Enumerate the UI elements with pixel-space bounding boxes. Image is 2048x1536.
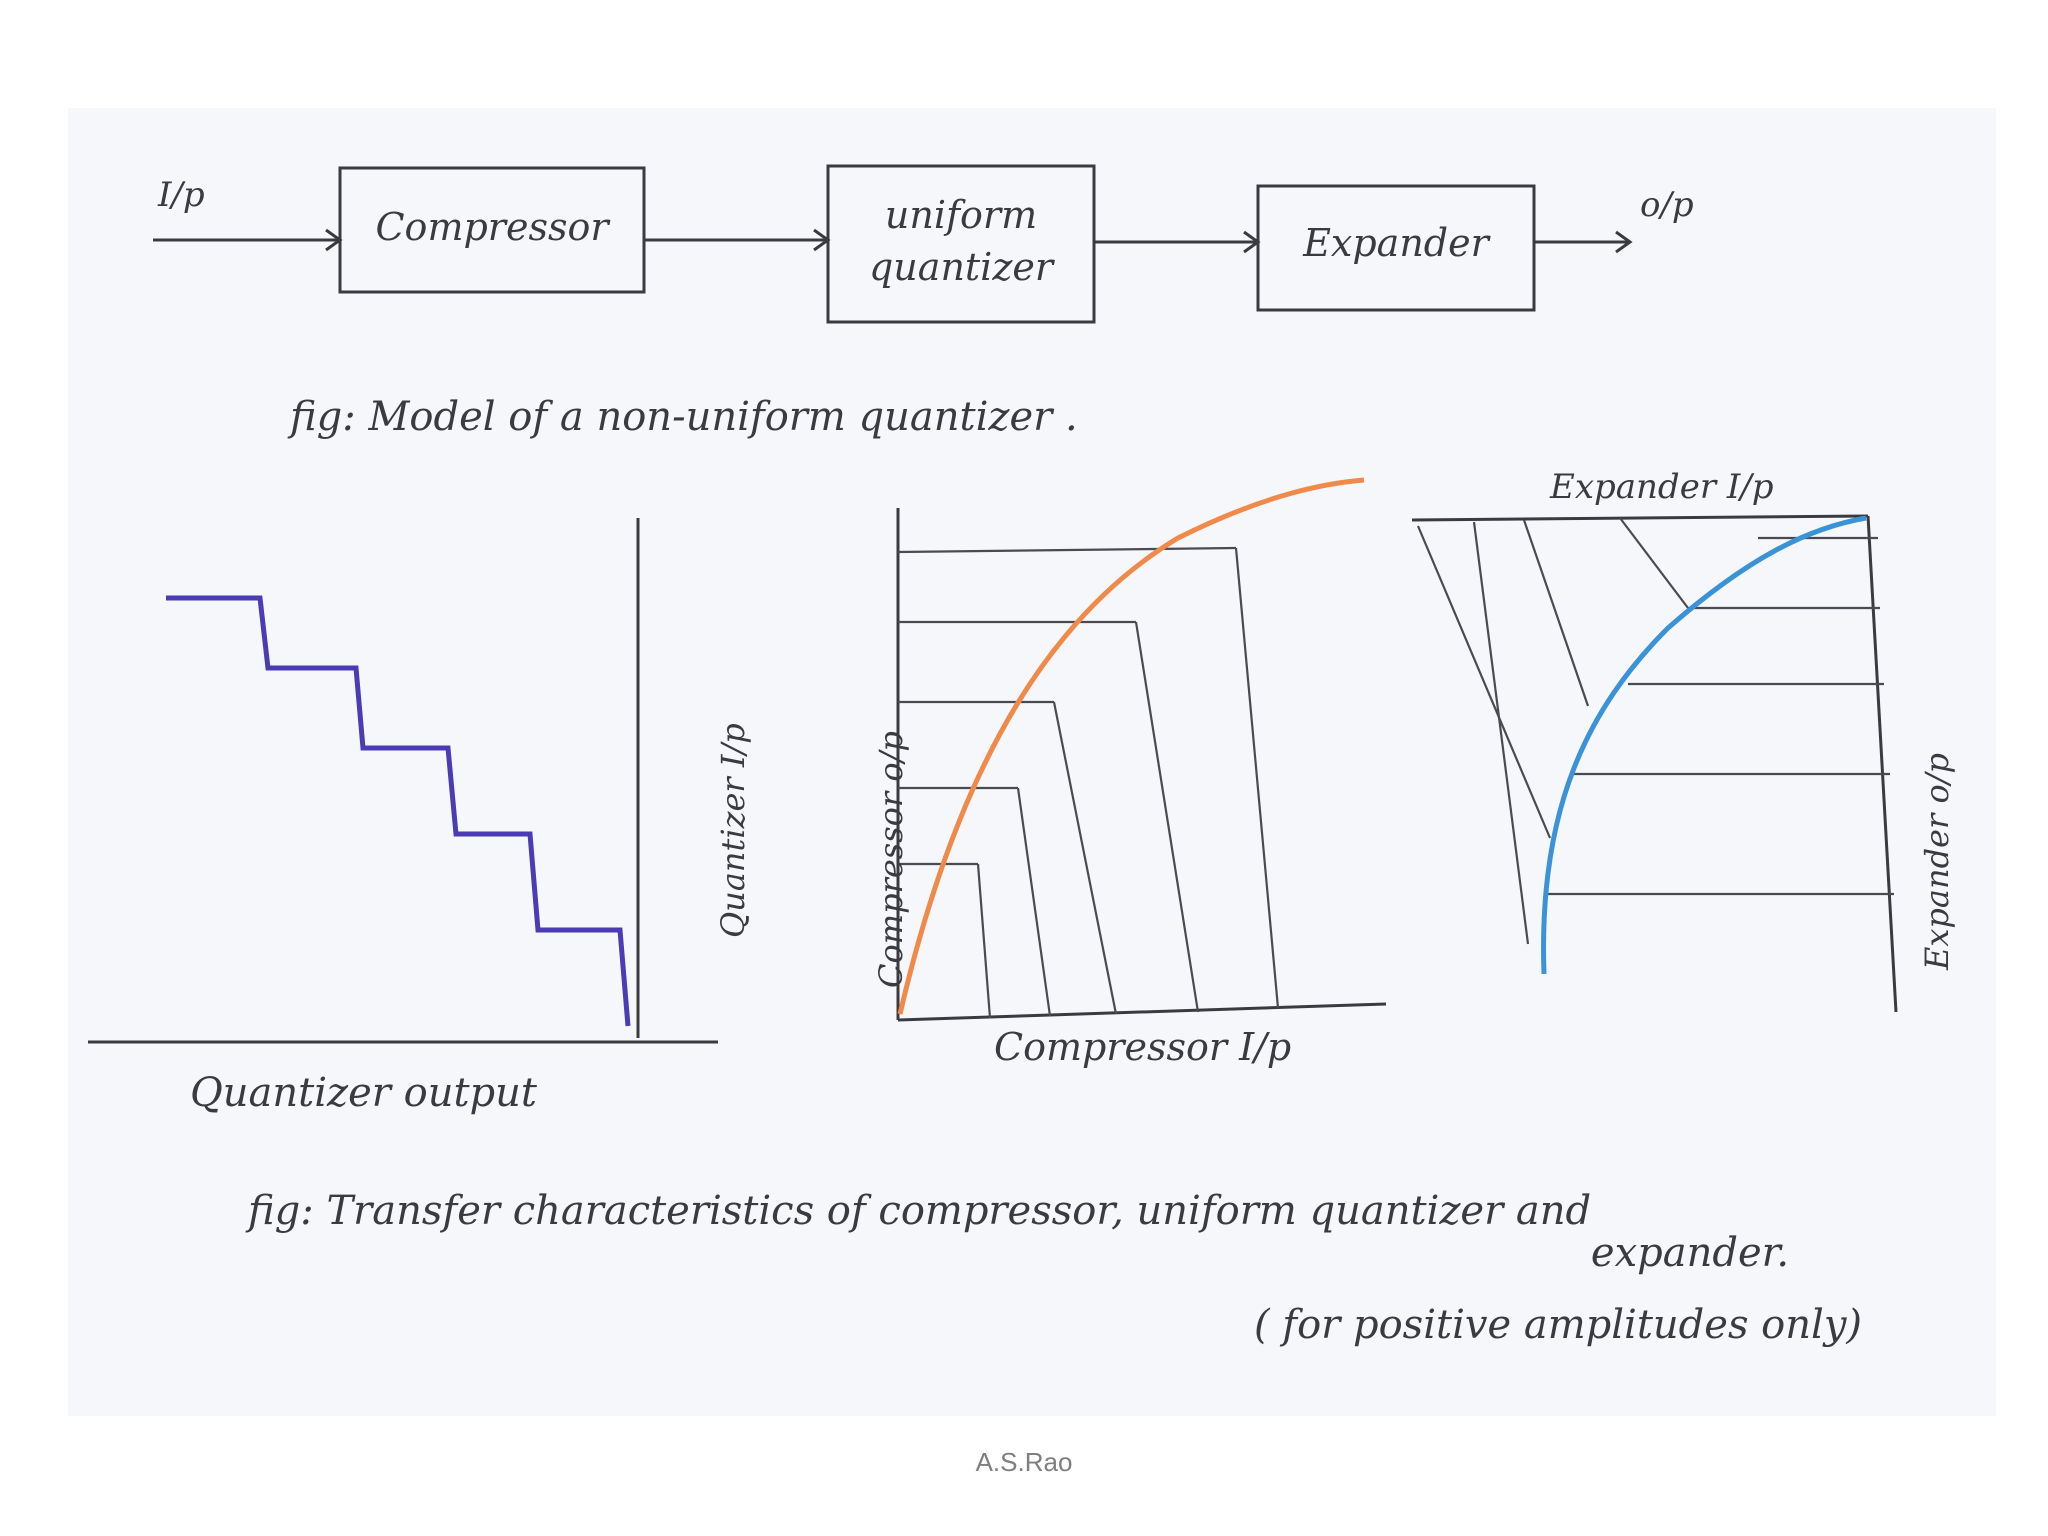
compressor-grid-v4 <box>1134 621 1200 1013</box>
compressor-block <box>338 166 646 294</box>
compressor-block-label: Compressor <box>375 205 611 249</box>
expander-grid-d2 <box>1472 521 1530 945</box>
caption-line1: fig: Transfer characteristics of compres… <box>245 1188 1591 1234</box>
expander-grid-d3 <box>1522 519 1590 707</box>
compressor-plot: Compressor o/p Compressor I/p <box>872 477 1387 1069</box>
compressor-plot-x-label: Compressor I/p <box>994 1025 1291 1069</box>
block-diagram: I/p Compressor uniform quantizer Expande… <box>153 164 1694 440</box>
expander-plot-top-label: Expander I/p <box>1549 467 1774 507</box>
expander-block-label: Expander <box>1302 221 1491 265</box>
expander-grid-d1 <box>1416 525 1552 839</box>
expander-plot: Expander I/p Expander o/p <box>1411 467 1956 1013</box>
output-arrow-head <box>1615 230 1633 254</box>
quantizer-plot-x-label: Quantizer output <box>190 1070 538 1116</box>
footer-author: A.S.Rao <box>975 1447 1073 1477</box>
model-caption: fig: Model of a non-uniform quantizer . <box>287 394 1078 440</box>
compressor-grid-h1 <box>897 546 1237 554</box>
caption-line3: ( for positive amplitudes only) <box>1254 1302 1862 1348</box>
uniform-quantizer-label-line2: quantizer <box>869 245 1056 289</box>
uniform-quantizer-block <box>826 164 1096 324</box>
expander-curve <box>1541 515 1867 975</box>
compressor-grid-v2 <box>1016 787 1052 1017</box>
expander-plot-y-label: Expander o/p <box>1918 753 1956 971</box>
diagram-canvas: I/p Compressor uniform quantizer Expande… <box>88 164 1956 1348</box>
expander-plot-top-axis <box>1411 514 1869 522</box>
quantizer-staircase-curve <box>166 595 631 1027</box>
caption-line2: expander. <box>1591 1230 1789 1276</box>
quantizer-plot-y-label: Quantizer I/p <box>714 723 752 938</box>
compressor-plot-y-label: Compressor o/p <box>872 731 910 988</box>
handwritten-notes-photo: I/p Compressor uniform quantizer Expande… <box>68 108 1996 1416</box>
expander-block <box>1256 184 1536 312</box>
expander-plot-right-axis <box>1866 515 1898 1013</box>
compressor-plot-x-axis <box>897 1002 1387 1022</box>
expander-grid-d4 <box>1619 517 1689 609</box>
input-label: I/p <box>157 175 205 215</box>
compressor-grid-v5 <box>1234 547 1280 1009</box>
compressor-grid-v3 <box>1052 701 1118 1015</box>
uniform-quantizer-label-line1: uniform <box>885 193 1037 237</box>
quantizer-plot: Quantizer I/p Quantizer output <box>88 518 752 1116</box>
compressor-grid-v1 <box>976 863 992 1019</box>
output-label: o/p <box>1640 185 1694 225</box>
transfer-caption: fig: Transfer characteristics of compres… <box>245 1188 1862 1348</box>
compressor-curve <box>897 477 1365 1015</box>
